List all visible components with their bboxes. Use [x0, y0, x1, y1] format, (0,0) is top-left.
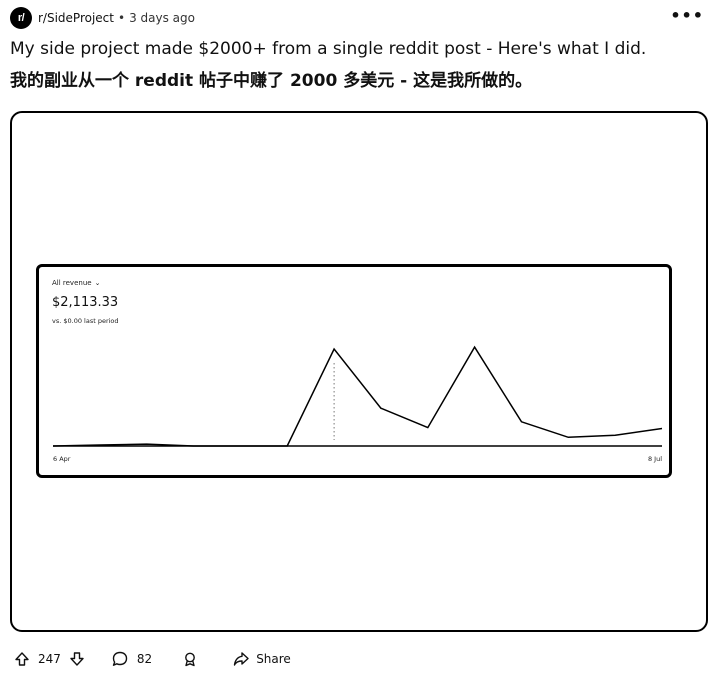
more-options-icon[interactable]: ••• — [670, 6, 704, 25]
upvote-count: 247 — [38, 652, 61, 666]
comment-count: 82 — [136, 652, 153, 666]
comments-button[interactable]: 82 — [111, 650, 160, 668]
downvote-icon[interactable] — [69, 651, 85, 667]
award-button[interactable] — [182, 651, 198, 667]
revenue-dashboard-card — [36, 264, 672, 478]
revenue-series-line — [52, 345, 663, 447]
post-header: r/ r/SideProject • 3 days ago ••• — [10, 6, 710, 30]
share-icon — [232, 650, 250, 668]
post-title-english[interactable]: My side project made $2000+ from a singl… — [10, 39, 647, 59]
upvote-icon[interactable] — [14, 651, 30, 667]
revenue-comparison: vs. $0.00 last period — [52, 317, 119, 325]
chevron-down-icon: ⌄ — [94, 279, 101, 287]
revenue-total-value: $2,113.33 — [52, 295, 119, 310]
revenue-metric-label: All revenue — [52, 279, 92, 287]
vote-group: 247 — [14, 651, 85, 667]
award-icon — [182, 651, 198, 667]
share-label: Share — [256, 652, 291, 666]
revenue-metric-selector[interactable]: All revenue ⌄ — [52, 279, 100, 287]
subreddit-name[interactable]: r/SideProject — [38, 11, 114, 25]
x-tick-label: 8 Jul — [648, 455, 662, 463]
x-tick-label: 6 Apr — [53, 455, 71, 463]
share-button[interactable]: Share — [232, 650, 299, 668]
comment-icon — [111, 650, 129, 668]
subreddit-avatar[interactable]: r/ — [10, 7, 32, 29]
post-title-chinese: 我的副业从一个 reddit 帖子中赚了 2000 多美元 - 这是我所做的。 — [10, 71, 533, 91]
post-time: 3 days ago — [129, 11, 195, 25]
meta-separator: • — [117, 11, 126, 25]
post-actions-bar: 247 82 Share — [14, 646, 714, 672]
